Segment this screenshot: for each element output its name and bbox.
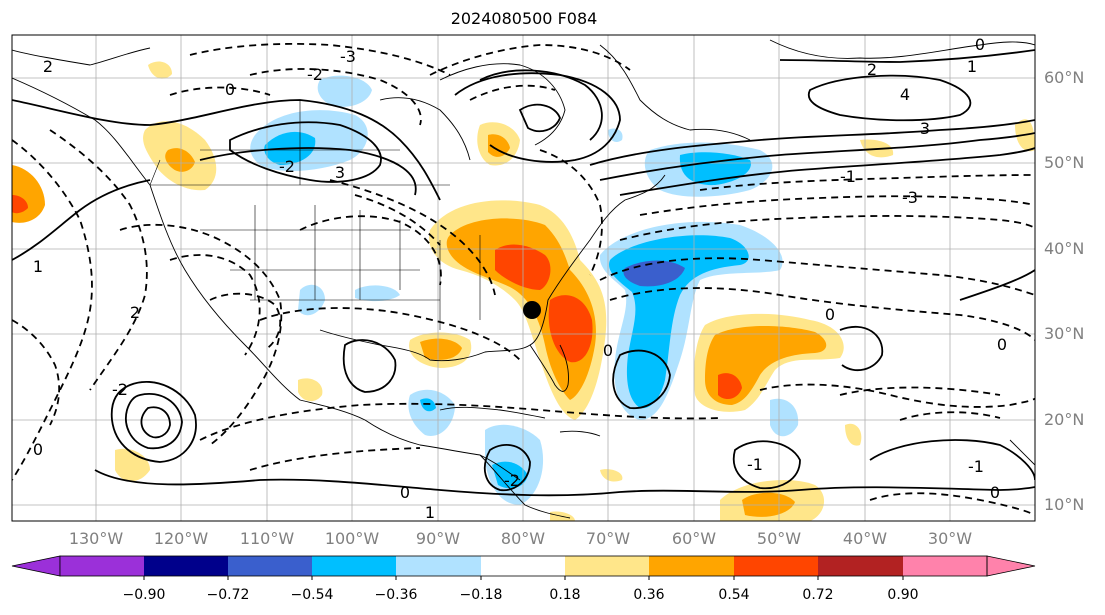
shade-positive-alaska [148, 61, 172, 79]
lat-label: 50°N [1044, 153, 1085, 172]
contour-label: 1 [425, 503, 435, 522]
lon-label: 50°W [756, 529, 802, 548]
colorbar-tick-label: −0.18 [459, 587, 503, 603]
lat-label: 60°N [1044, 68, 1085, 87]
contour-label: -1 [968, 457, 984, 476]
shade-positive-florida-core [548, 295, 593, 363]
colorbar-swatch [818, 556, 903, 576]
lon-label: 40°W [842, 529, 888, 548]
shaded-anomalies [12, 61, 1035, 521]
shade-positive-epac-core [12, 195, 28, 214]
lon-label: 130°W [68, 529, 124, 548]
shade-positive-pnw-mid [165, 148, 195, 172]
lat-label: 20°N [1044, 410, 1085, 429]
lon-label: 90°W [415, 529, 461, 548]
contour-label: 2 [867, 60, 877, 79]
contour-label: 1 [33, 257, 43, 276]
contours-solid [12, 49, 1035, 497]
contour-label: -1 [840, 167, 856, 186]
colorbar [11, 555, 1036, 580]
colorbar-swatch [396, 556, 481, 576]
contour-label: -2 [279, 157, 295, 176]
contour-label: 0 [400, 483, 410, 502]
colorbar-tick-label: 0.54 [718, 587, 750, 603]
contour-label: 0 [603, 341, 613, 360]
contour-label: 2 [130, 303, 140, 322]
contour-label: -2 [307, 65, 323, 84]
contour-label: 4 [900, 85, 910, 104]
shade-negative-east [770, 398, 799, 437]
colorbar-swatch [60, 556, 144, 576]
colorbar-swatch [734, 556, 818, 576]
contours-dashed [12, 42, 1035, 516]
colorbar-max-extend [986, 555, 1036, 577]
colorbar-tick-label: −0.72 [206, 587, 250, 603]
lon-label: 60°W [671, 529, 717, 548]
contour-label: -3 [902, 188, 918, 207]
contour-label: -1 [747, 455, 763, 474]
map-frame [11, 34, 1036, 522]
shade-positive-e2 [845, 423, 862, 446]
lon-label: 110°W [239, 529, 295, 548]
lon-label: 30°W [927, 529, 973, 548]
shade-positive-gulf-mid [420, 338, 462, 360]
colorbar-tick-label: 0.90 [887, 587, 919, 603]
shade-positive-gulfmex [298, 378, 323, 402]
gridlines [12, 35, 1035, 521]
lat-label: 30°N [1044, 324, 1085, 343]
contour-labels: 2 0 -2 -3 3 4 1 -1 -2 0 2 3 -3 0 -2 0 1 … [33, 35, 1007, 522]
colorbar-swatch [565, 556, 649, 576]
colorbar-swatch [144, 556, 228, 576]
contour-label: -2 [504, 471, 520, 490]
colorbar-tick-label: −0.90 [122, 587, 166, 603]
state-borders [149, 100, 481, 330]
shade-negative-txok [355, 285, 400, 302]
shade-positive-gl-mid [488, 134, 510, 157]
contour-label: 0 [997, 335, 1007, 354]
colorbar-tick-label: 0.72 [802, 587, 834, 603]
contour-label: 0 [33, 440, 43, 459]
colorbar-swatch [649, 556, 734, 576]
contour-label: 0 [825, 305, 835, 324]
coastlines [12, 39, 1035, 519]
contour-label: 0 [225, 80, 235, 99]
contour-label: 1 [967, 57, 977, 76]
shade-negative-central-mid [492, 461, 528, 489]
colorbar-min-extend [11, 555, 61, 577]
colorbar-tick-label: −0.36 [374, 587, 418, 603]
colorbar-tick-label: 0.18 [549, 587, 581, 603]
map-title: 2024080500 F084 [450, 9, 598, 28]
shade-negative-carib [408, 389, 455, 436]
contour-label: 2 [43, 57, 53, 76]
contour-label: 0 [990, 483, 1000, 502]
contour-label: -2 [112, 380, 128, 399]
colorbar-swatch [312, 556, 396, 576]
contour-label: 3 [920, 119, 930, 138]
shade-positive-eastus-mid [446, 218, 596, 400]
colorbar-swatch [228, 556, 312, 576]
location-marker [523, 301, 541, 319]
shade-negative-hudson [317, 75, 372, 107]
lat-label: 10°N [1044, 495, 1085, 514]
colorbar-swatch [903, 556, 987, 576]
map-content: 2 0 -2 -3 3 4 1 -1 -2 0 2 3 -3 0 -2 0 1 … [12, 35, 1035, 522]
lon-label: 120°W [153, 529, 209, 548]
shade-positive-matl-core [718, 373, 742, 400]
lon-label: 80°W [500, 529, 546, 548]
lon-label: 100°W [324, 529, 380, 548]
colorbar-tick-label: −0.54 [290, 587, 334, 603]
colorbar-swatch [481, 556, 565, 576]
lon-label: 70°W [585, 529, 631, 548]
contour-label: 3 [335, 163, 345, 182]
lat-label: 40°N [1044, 239, 1085, 258]
contour-label: 0 [975, 35, 985, 54]
shade-positive-small1 [600, 469, 623, 482]
colorbar-tick-label: 0.36 [633, 587, 665, 603]
contour-label: -3 [340, 47, 356, 66]
